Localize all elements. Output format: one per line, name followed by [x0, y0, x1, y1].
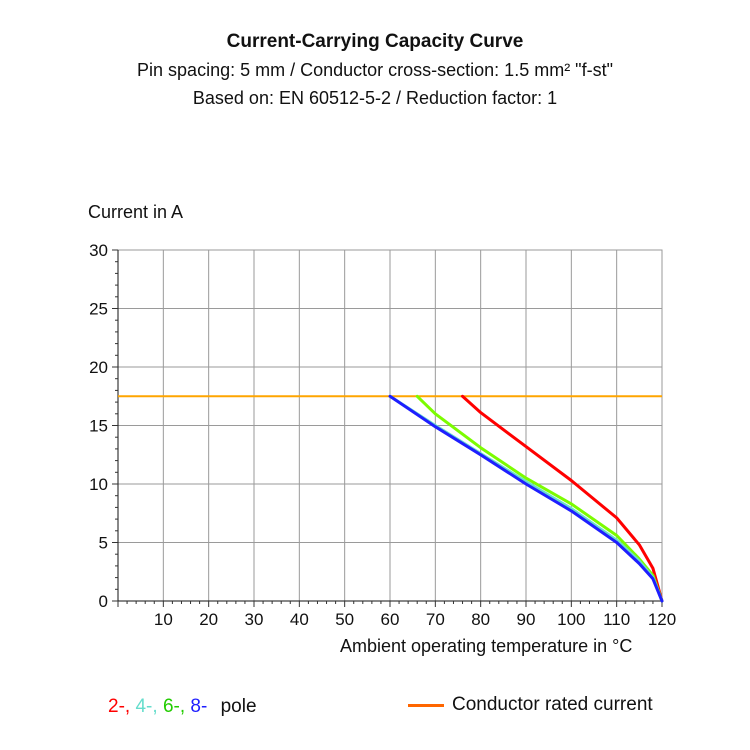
x-tick-label: 110 — [603, 610, 630, 629]
y-tick-label: 5 — [99, 534, 108, 553]
legend-pole-suffix: pole — [220, 696, 257, 717]
x-tick-label: 60 — [381, 610, 400, 629]
legend-pole-2: 2-, — [108, 696, 131, 717]
rated-current-legend: Conductor rated current — [408, 694, 653, 716]
y-tick-label: 15 — [89, 417, 108, 436]
pole-legend: 2-, 4-, 6-, 8- pole — [108, 696, 257, 718]
y-tick-label: 25 — [89, 300, 108, 319]
legend-pole-8: 8- — [190, 696, 208, 717]
y-tick-label: 10 — [89, 475, 108, 494]
title-block: Current-Carrying Capacity Curve Pin spac… — [0, 28, 750, 112]
chart-subtitle-line-1: Pin spacing: 5 mm / Conductor cross-sect… — [137, 60, 613, 80]
x-tick-label: 80 — [471, 610, 490, 629]
x-tick-label: 100 — [557, 610, 585, 629]
x-tick-label: 30 — [245, 610, 264, 629]
y-tick-label: 30 — [89, 241, 108, 260]
x-tick-label: 10 — [154, 610, 173, 629]
series-line-2 — [415, 394, 664, 603]
x-tick-label: 90 — [517, 610, 536, 629]
x-tick-label: 70 — [426, 610, 445, 629]
x-axis-label: Ambient operating temperature in °C — [340, 636, 633, 656]
y-tick-label: 20 — [89, 358, 108, 377]
y-tick-label: 0 — [99, 592, 108, 611]
y-axis-label: Current in A — [88, 202, 184, 222]
x-tick-label: 40 — [290, 610, 309, 629]
chart-subtitle-line-2: Based on: EN 60512-5-2 / Reduction facto… — [192, 88, 558, 108]
series-line-1 — [461, 394, 664, 603]
x-tick-label: 120 — [648, 610, 676, 629]
x-tick-label: 50 — [335, 610, 354, 629]
legend-pole-6: 6-, — [162, 696, 186, 717]
rated-current-legend-line — [408, 703, 444, 707]
rated-current-legend-label: Conductor rated current — [452, 694, 653, 715]
x-tick-label: 20 — [199, 610, 218, 629]
chart-title: Current-Carrying Capacity Curve — [226, 31, 524, 52]
legend-pole-4: 4-, — [135, 696, 158, 717]
series-line-4 — [388, 394, 664, 603]
